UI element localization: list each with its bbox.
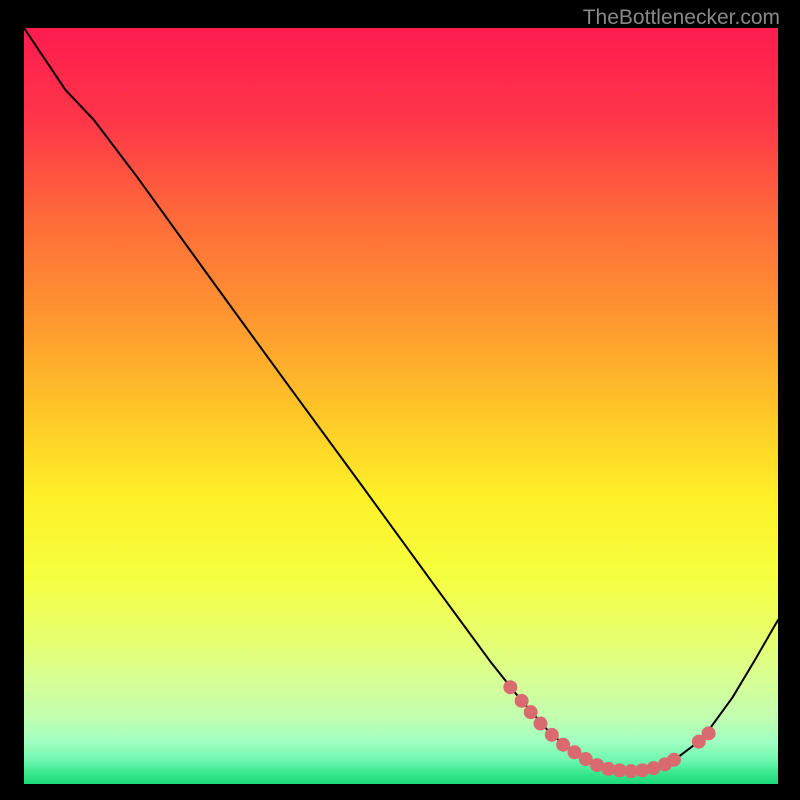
curve-marker: [524, 705, 538, 719]
plot-area: [24, 28, 778, 784]
curve-marker: [515, 694, 529, 708]
chart-container: { "watermark": { "text": "TheBottlenecke…: [0, 0, 800, 800]
curve-markers: [503, 680, 715, 778]
curve-marker: [667, 753, 681, 767]
curve-marker: [503, 680, 517, 694]
bottleneck-curve: [24, 28, 778, 770]
curve-marker: [545, 728, 559, 742]
watermark-text: TheBottlenecker.com: [583, 6, 780, 30]
curve-marker: [702, 726, 716, 740]
curve-marker: [533, 717, 547, 731]
curve-layer: [24, 28, 778, 784]
